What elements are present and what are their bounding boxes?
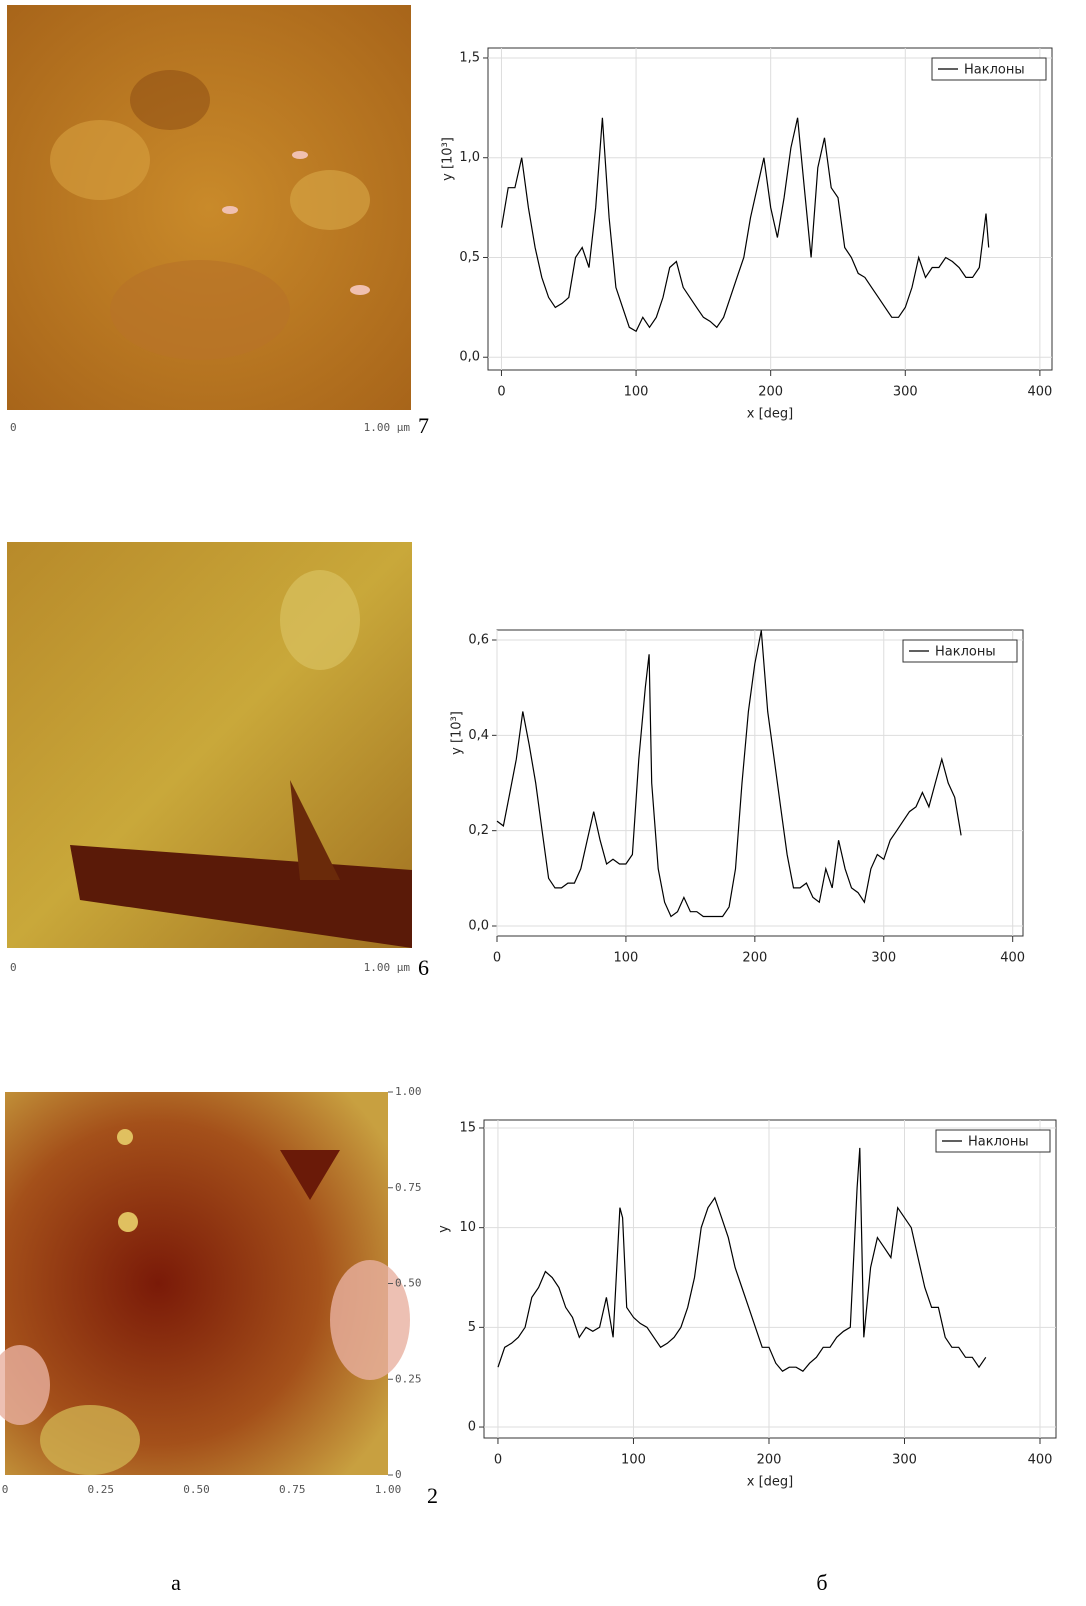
afm-image-2 <box>7 542 412 948</box>
plot-area <box>487 47 1053 371</box>
x-tick-label: 200 <box>758 385 783 400</box>
series-line <box>497 1147 987 1372</box>
panel-label: б <box>816 1570 827 1595</box>
legend-label: Наклоны <box>968 1135 1029 1150</box>
y-tick-label: 0 <box>468 1420 476 1435</box>
x-axis-label: x [deg] <box>747 1475 793 1490</box>
y-tick-label: 0,5 <box>459 250 480 265</box>
image-x-tick-label: 0.50 <box>183 1483 210 1496</box>
y-axis-label: y <box>437 1225 452 1233</box>
image-y-tick-label: 0.25 <box>395 1372 422 1385</box>
x-axis-label: x [deg] <box>747 407 793 422</box>
sample-number: 2 <box>427 1483 438 1508</box>
y-tick-label: 0,0 <box>468 918 489 933</box>
image-labels: 0 1.00 µm 7 0 1.00 µm 6 2 а б <box>10 413 828 1595</box>
y-tick-label: 0,0 <box>459 350 480 365</box>
y-tick-label: 5 <box>468 1320 476 1335</box>
sample-number: 7 <box>418 413 429 438</box>
legend-box <box>935 1129 1051 1153</box>
image-y-tick-label: 0.50 <box>395 1277 422 1290</box>
y-tick-label: 0,4 <box>468 728 489 743</box>
scale-end: 1.00 µm <box>364 421 411 434</box>
y-tick-label: 0,2 <box>468 823 489 838</box>
plot-area <box>483 1119 1057 1439</box>
afm-image-1 <box>7 5 411 410</box>
x-tick-label: 100 <box>621 1453 646 1468</box>
x-tick-label: 0 <box>493 951 501 966</box>
image-y-tick-label: 0 <box>395 1468 402 1481</box>
x-tick-label: 300 <box>871 951 896 966</box>
image-x-tick-label: 0.25 <box>88 1483 115 1496</box>
plot-area <box>496 629 1024 937</box>
image-x-tick-label: 0 <box>2 1483 9 1496</box>
legend-box <box>931 57 1047 81</box>
x-tick-label: 400 <box>1028 1453 1053 1468</box>
sample-number: 6 <box>418 955 429 980</box>
x-tick-label: 100 <box>614 951 639 966</box>
y-tick-label: 0,6 <box>468 633 489 648</box>
image-y-tick-label: 0.75 <box>395 1181 422 1194</box>
x-tick-label: 200 <box>757 1453 782 1468</box>
image-y-tick-label: 1.00 <box>395 1085 422 1098</box>
y-tick-label: 15 <box>459 1120 476 1135</box>
y-tick-label: 1,5 <box>459 50 480 65</box>
afm-image-3 <box>0 1092 410 1475</box>
x-tick-label: 0 <box>497 385 505 400</box>
x-tick-label: 0 <box>494 1453 502 1468</box>
x-tick-label: 100 <box>624 385 649 400</box>
x-tick-label: 400 <box>1000 951 1025 966</box>
panel-label: а <box>171 1570 181 1595</box>
x-tick-label: 300 <box>892 1453 917 1468</box>
legend-box <box>902 639 1018 663</box>
image-x-tick-label: 0.75 <box>279 1483 306 1496</box>
scale-start: 0 <box>10 421 17 434</box>
image-x-tick-label: 1.00 <box>375 1483 402 1496</box>
x-tick-label: 400 <box>1027 385 1052 400</box>
x-tick-label: 300 <box>893 385 918 400</box>
x-tick-label: 200 <box>742 951 767 966</box>
scale-start: 0 <box>10 961 17 974</box>
legend-label: Наклоны <box>964 63 1025 78</box>
series-line <box>496 630 962 918</box>
y-axis-label: y [10³] <box>441 137 456 181</box>
legend-label: Наклоны <box>935 645 996 660</box>
scale-end: 1.00 µm <box>364 961 411 974</box>
series-line <box>500 117 990 333</box>
y-tick-label: 10 <box>459 1220 476 1235</box>
y-tick-label: 1,0 <box>459 150 480 165</box>
y-axis-label: y [10³] <box>450 711 465 755</box>
